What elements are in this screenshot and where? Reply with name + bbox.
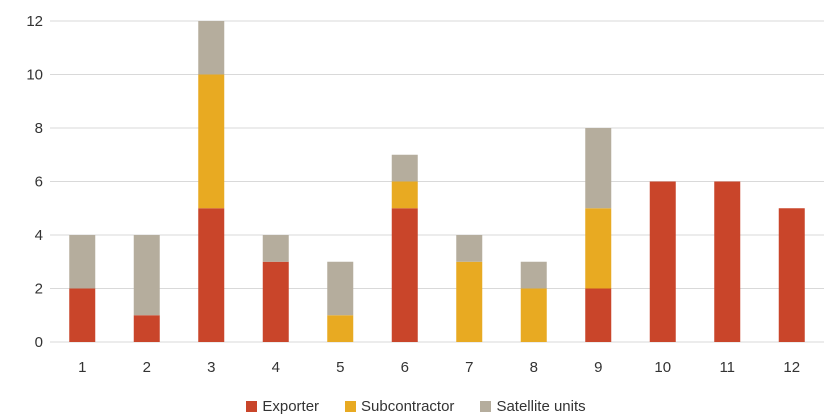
bar-segment-exporter [778, 208, 805, 342]
legend-label-exporter: Exporter [262, 397, 320, 415]
bar-segment-satellite-units [391, 154, 418, 182]
y-tick-label: 12 [26, 13, 43, 30]
bar-segment-subcontractor [327, 315, 354, 342]
legend-swatch-subcontractor [345, 400, 357, 412]
bars [69, 21, 805, 342]
legend-label-subcontractor: Subcontractor [361, 397, 455, 415]
y-axis: 0 2 4 6 8 10 12 [26, 13, 43, 351]
x-tick-label: 11 [719, 359, 735, 376]
bar-segment-exporter [649, 181, 676, 342]
bar-segment-satellite-units [262, 235, 289, 262]
bar-segment-satellite-units [133, 235, 160, 316]
x-tick-label: 10 [654, 359, 671, 376]
legend-item-satellite-units: Satellite units [480, 397, 586, 415]
bar-segment-exporter [69, 288, 96, 342]
bar-segment-subcontractor [585, 208, 612, 289]
y-tick-label: 8 [35, 120, 43, 137]
y-tick-label: 6 [35, 174, 43, 191]
bar-segment-subcontractor [456, 261, 483, 342]
x-tick-label: 8 [530, 359, 538, 376]
bar-segment-satellite-units [456, 235, 483, 262]
bar-segment-satellite-units [327, 261, 354, 316]
legend-swatch-exporter [246, 400, 258, 412]
x-tick-label: 1 [78, 359, 86, 376]
bar-segment-exporter [133, 315, 160, 342]
legend-label-satellite-units: Satellite units [496, 397, 586, 415]
legend: Exporter Subcontractor Satellite units [0, 396, 832, 416]
x-tick-label: 5 [336, 359, 344, 376]
y-tick-label: 2 [35, 281, 43, 298]
x-tick-label: 12 [783, 359, 800, 376]
legend-item-exporter: Exporter [246, 398, 319, 415]
x-tick-label: 9 [594, 359, 602, 376]
bar-segment-satellite-units [520, 261, 547, 289]
bar-segment-subcontractor [520, 288, 547, 342]
bar-segment-satellite-units [585, 128, 612, 209]
x-axis: 1 2 3 4 5 6 7 8 9 10 11 12 [78, 359, 800, 376]
y-tick-label: 4 [35, 227, 43, 244]
bar-segment-exporter [391, 208, 418, 342]
x-tick-label: 6 [401, 359, 409, 376]
bar-segment-exporter [585, 288, 612, 342]
legend-swatch-satellite-units [480, 400, 492, 412]
x-tick-label: 7 [465, 359, 473, 376]
y-tick-label: 0 [35, 334, 43, 351]
gridlines [50, 20, 824, 343]
legend-item-subcontractor: Subcontractor [345, 398, 454, 415]
bar-segment-exporter [262, 261, 289, 342]
bar-segment-satellite-units [198, 21, 225, 75]
bar-segment-exporter [714, 181, 741, 342]
x-tick-label: 4 [272, 359, 280, 376]
x-tick-label: 3 [207, 359, 215, 376]
bar-segment-subcontractor [198, 74, 225, 209]
bar-segment-subcontractor [391, 181, 418, 209]
bar-segment-satellite-units [69, 235, 96, 289]
bar-segment-exporter [198, 208, 225, 342]
x-tick-label: 2 [143, 359, 151, 376]
y-tick-label: 10 [26, 67, 43, 84]
